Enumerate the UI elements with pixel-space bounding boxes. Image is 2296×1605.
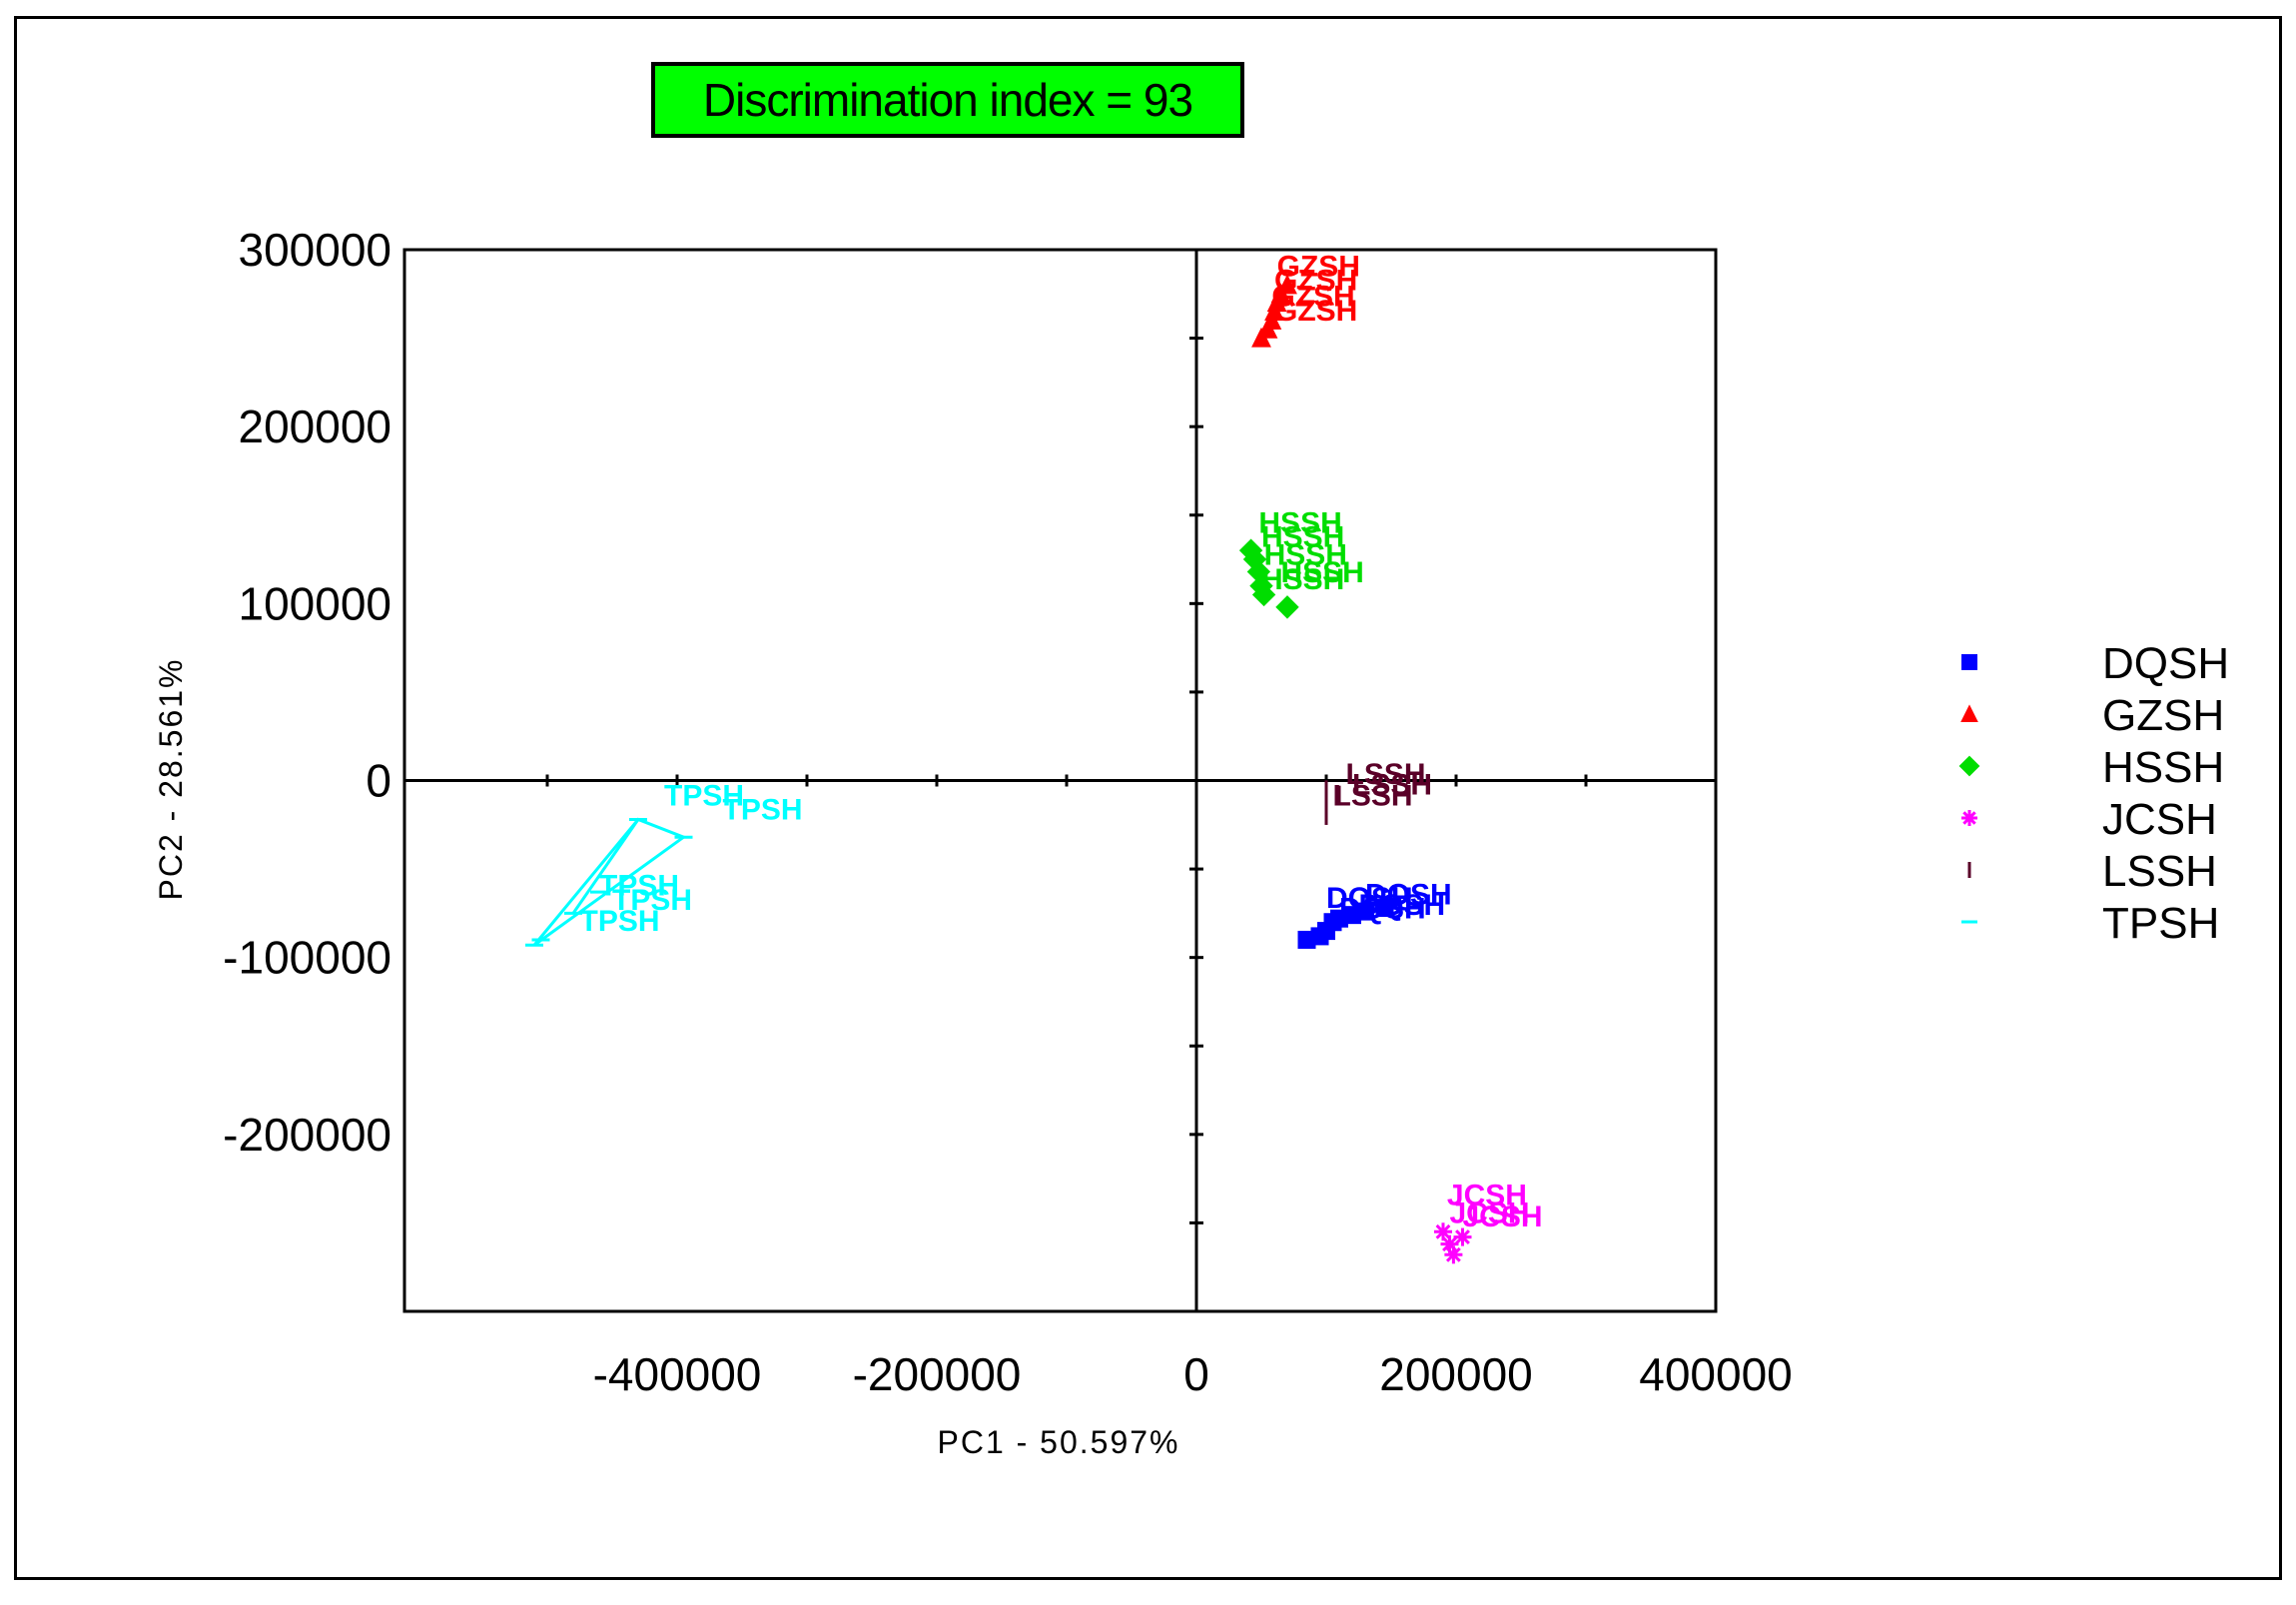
y-tick-label: 100000 bbox=[239, 577, 392, 629]
point-label: JCSH bbox=[1463, 1201, 1543, 1233]
legend-marker-jcsh bbox=[1961, 810, 1977, 826]
tpsh-hull-line bbox=[532, 817, 687, 947]
figure-frame bbox=[14, 16, 2282, 1580]
y-tick-label: 200000 bbox=[239, 401, 392, 452]
y-tick-label: 0 bbox=[366, 755, 391, 807]
point-label: HSSH bbox=[1264, 538, 1347, 571]
x-tick-label: -200000 bbox=[853, 1348, 1022, 1400]
legend-label-dqsh: DQSH bbox=[2102, 639, 2229, 688]
x-tick-label: 200000 bbox=[1379, 1348, 1533, 1400]
point-label: DQSH bbox=[1326, 882, 1413, 915]
point-label: HSSH bbox=[1261, 563, 1344, 596]
point-label: GZSH bbox=[1277, 251, 1360, 284]
point-label: LSSH bbox=[1346, 758, 1426, 791]
y-tick-label: 300000 bbox=[239, 224, 392, 276]
legend-label-hssh: HSSH bbox=[2102, 743, 2224, 792]
point-label: TPSH bbox=[612, 884, 692, 917]
data-point bbox=[1375, 899, 1394, 918]
x-axis-title: PC1 - 50.597% bbox=[937, 1424, 1179, 1460]
tpsh-inner-line bbox=[571, 818, 640, 915]
legend-label-jcsh: JCSH bbox=[2102, 795, 2217, 844]
legend-label-tpsh: TPSH bbox=[2102, 899, 2219, 948]
data-point bbox=[1444, 1245, 1463, 1264]
tick-marks bbox=[545, 248, 1718, 1224]
legend-label-gzsh: GZSH bbox=[2102, 691, 2224, 740]
point-label: GZSH bbox=[1274, 265, 1357, 298]
point-label: JCSH bbox=[1450, 1197, 1530, 1229]
legend-marker-dqsh bbox=[1961, 654, 1977, 670]
data-point bbox=[1434, 1222, 1452, 1241]
point-label: HSSH bbox=[1281, 556, 1364, 589]
legend-marker-gzsh bbox=[1960, 704, 1978, 722]
data-point bbox=[1251, 582, 1276, 607]
x-tick-label: 400000 bbox=[1639, 1348, 1793, 1400]
legend-label-lssh: LSSH bbox=[2102, 847, 2217, 896]
point-label: LSSH bbox=[1352, 769, 1432, 802]
point-label: TPSH bbox=[723, 793, 803, 826]
point-label: DQSH bbox=[1339, 893, 1426, 926]
tick-labels: -400000 -200000 0 200000 400000 300000 200000 1… bbox=[223, 224, 1793, 1400]
legend-marker-hssh bbox=[1958, 755, 1980, 777]
data-marks: DQSHDQSHDQSHDQSHGZSHGZSHGZSHGZSHHSSHHSSH… bbox=[525, 251, 1543, 1264]
y-tick-label: -200000 bbox=[223, 1109, 391, 1161]
point-label: LSSH bbox=[1333, 779, 1413, 812]
y-axis-title: PC2 - 28.561% bbox=[153, 657, 189, 900]
data-point bbox=[1356, 902, 1374, 921]
point-label: JCSH bbox=[1447, 1180, 1527, 1212]
x-tick-label: -400000 bbox=[593, 1348, 762, 1400]
data-point bbox=[1277, 274, 1297, 295]
data-point bbox=[1453, 1227, 1472, 1246]
point-label: TPSH bbox=[580, 905, 660, 938]
point-label: TPSH bbox=[664, 779, 744, 812]
data-point bbox=[1275, 595, 1299, 619]
zero-axes bbox=[404, 250, 1716, 1311]
point-label: DQSH bbox=[1359, 889, 1446, 922]
discrimination-index-text: Discrimination index = 93 bbox=[702, 74, 1193, 126]
point-label: GZSH bbox=[1271, 281, 1354, 314]
x-tick-label: 0 bbox=[1183, 1348, 1209, 1400]
discrimination-index-badge: Discrimination index = 93 bbox=[651, 62, 1244, 138]
point-label: DQSH bbox=[1365, 879, 1452, 912]
point-label: HSSH bbox=[1258, 506, 1341, 539]
y-tick-label: -100000 bbox=[223, 932, 391, 984]
data-point bbox=[1238, 538, 1263, 562]
point-label: HSSH bbox=[1261, 521, 1344, 554]
point-label: GZSH bbox=[1274, 295, 1357, 328]
point-label: TPSH bbox=[599, 870, 679, 903]
